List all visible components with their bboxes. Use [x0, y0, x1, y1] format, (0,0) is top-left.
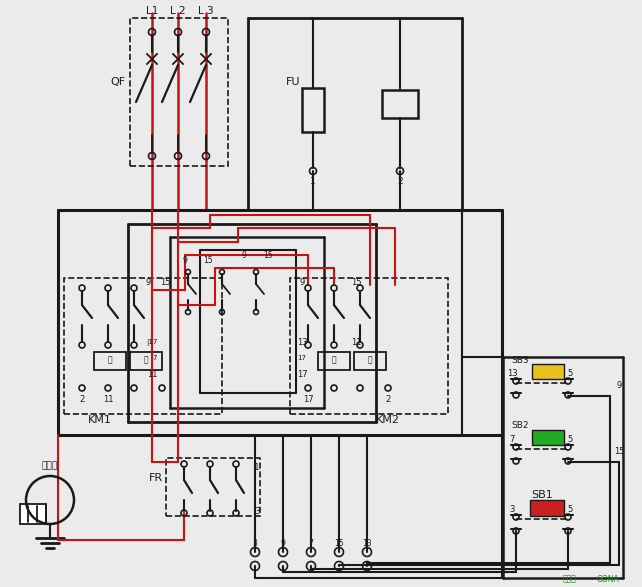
Text: 11: 11 — [103, 396, 113, 404]
Text: 电动机: 电动机 — [42, 461, 58, 471]
Bar — [166, 458, 260, 516]
Text: 线: 线 — [332, 356, 336, 365]
Text: 15: 15 — [203, 255, 213, 265]
Text: 17: 17 — [297, 355, 306, 361]
Text: 5: 5 — [568, 434, 573, 444]
Bar — [94, 352, 126, 370]
Text: 9: 9 — [281, 539, 286, 548]
Text: 11: 11 — [147, 369, 157, 379]
Text: QF: QF — [110, 77, 126, 87]
Text: 15: 15 — [160, 278, 170, 286]
Bar — [318, 352, 350, 370]
Bar — [354, 352, 386, 370]
Text: 9: 9 — [182, 255, 187, 265]
Bar — [64, 278, 222, 414]
Text: L 2: L 2 — [170, 6, 186, 16]
Text: SB3: SB3 — [511, 356, 529, 365]
Text: FR: FR — [149, 473, 163, 483]
Text: 17: 17 — [297, 369, 308, 379]
Text: 圈: 圈 — [144, 356, 148, 365]
Text: 17: 17 — [302, 396, 313, 404]
Text: KM1: KM1 — [88, 415, 112, 425]
Text: 2: 2 — [80, 396, 85, 404]
Text: 15: 15 — [334, 539, 344, 548]
Text: 15: 15 — [351, 278, 361, 286]
Text: KM2: KM2 — [376, 415, 400, 425]
Text: 7: 7 — [309, 539, 313, 548]
Bar — [130, 18, 228, 166]
Text: 圈: 圈 — [368, 356, 372, 365]
Bar — [290, 278, 448, 414]
Text: SB2: SB2 — [511, 421, 529, 430]
Text: 2: 2 — [397, 177, 403, 185]
Text: 7: 7 — [509, 434, 515, 444]
Bar — [130, 352, 162, 370]
Text: 9: 9 — [616, 380, 621, 390]
Text: 13: 13 — [507, 369, 517, 377]
Text: 11: 11 — [351, 338, 361, 346]
Text: 15: 15 — [263, 251, 273, 259]
Text: 3: 3 — [509, 504, 515, 514]
Text: 13: 13 — [297, 338, 308, 346]
Text: 13: 13 — [362, 539, 372, 548]
Bar — [532, 430, 564, 445]
Text: FU: FU — [286, 77, 300, 87]
Text: GONA: GONA — [596, 575, 620, 583]
Text: |17: |17 — [146, 339, 158, 346]
Bar — [20, 504, 46, 524]
Text: 3: 3 — [252, 539, 257, 548]
Text: 1: 1 — [254, 463, 260, 471]
Text: 9: 9 — [241, 251, 247, 259]
Text: 线: 线 — [108, 356, 112, 365]
Bar — [302, 88, 324, 132]
Bar — [532, 364, 564, 379]
Text: 操作图: 操作图 — [563, 575, 577, 583]
Text: 5: 5 — [568, 504, 573, 514]
Text: 9: 9 — [299, 278, 304, 286]
Text: 9: 9 — [145, 278, 151, 286]
Text: L1: L1 — [146, 6, 158, 16]
Bar — [530, 500, 564, 516]
Text: 7: 7 — [153, 355, 157, 361]
Text: 1: 1 — [310, 177, 316, 185]
Text: L 3: L 3 — [198, 6, 214, 16]
Text: SB1: SB1 — [531, 490, 553, 500]
Text: 15: 15 — [614, 447, 624, 456]
Text: 5: 5 — [568, 369, 573, 377]
Text: 2: 2 — [385, 396, 390, 404]
Text: 3: 3 — [254, 507, 260, 515]
Bar — [382, 90, 418, 118]
